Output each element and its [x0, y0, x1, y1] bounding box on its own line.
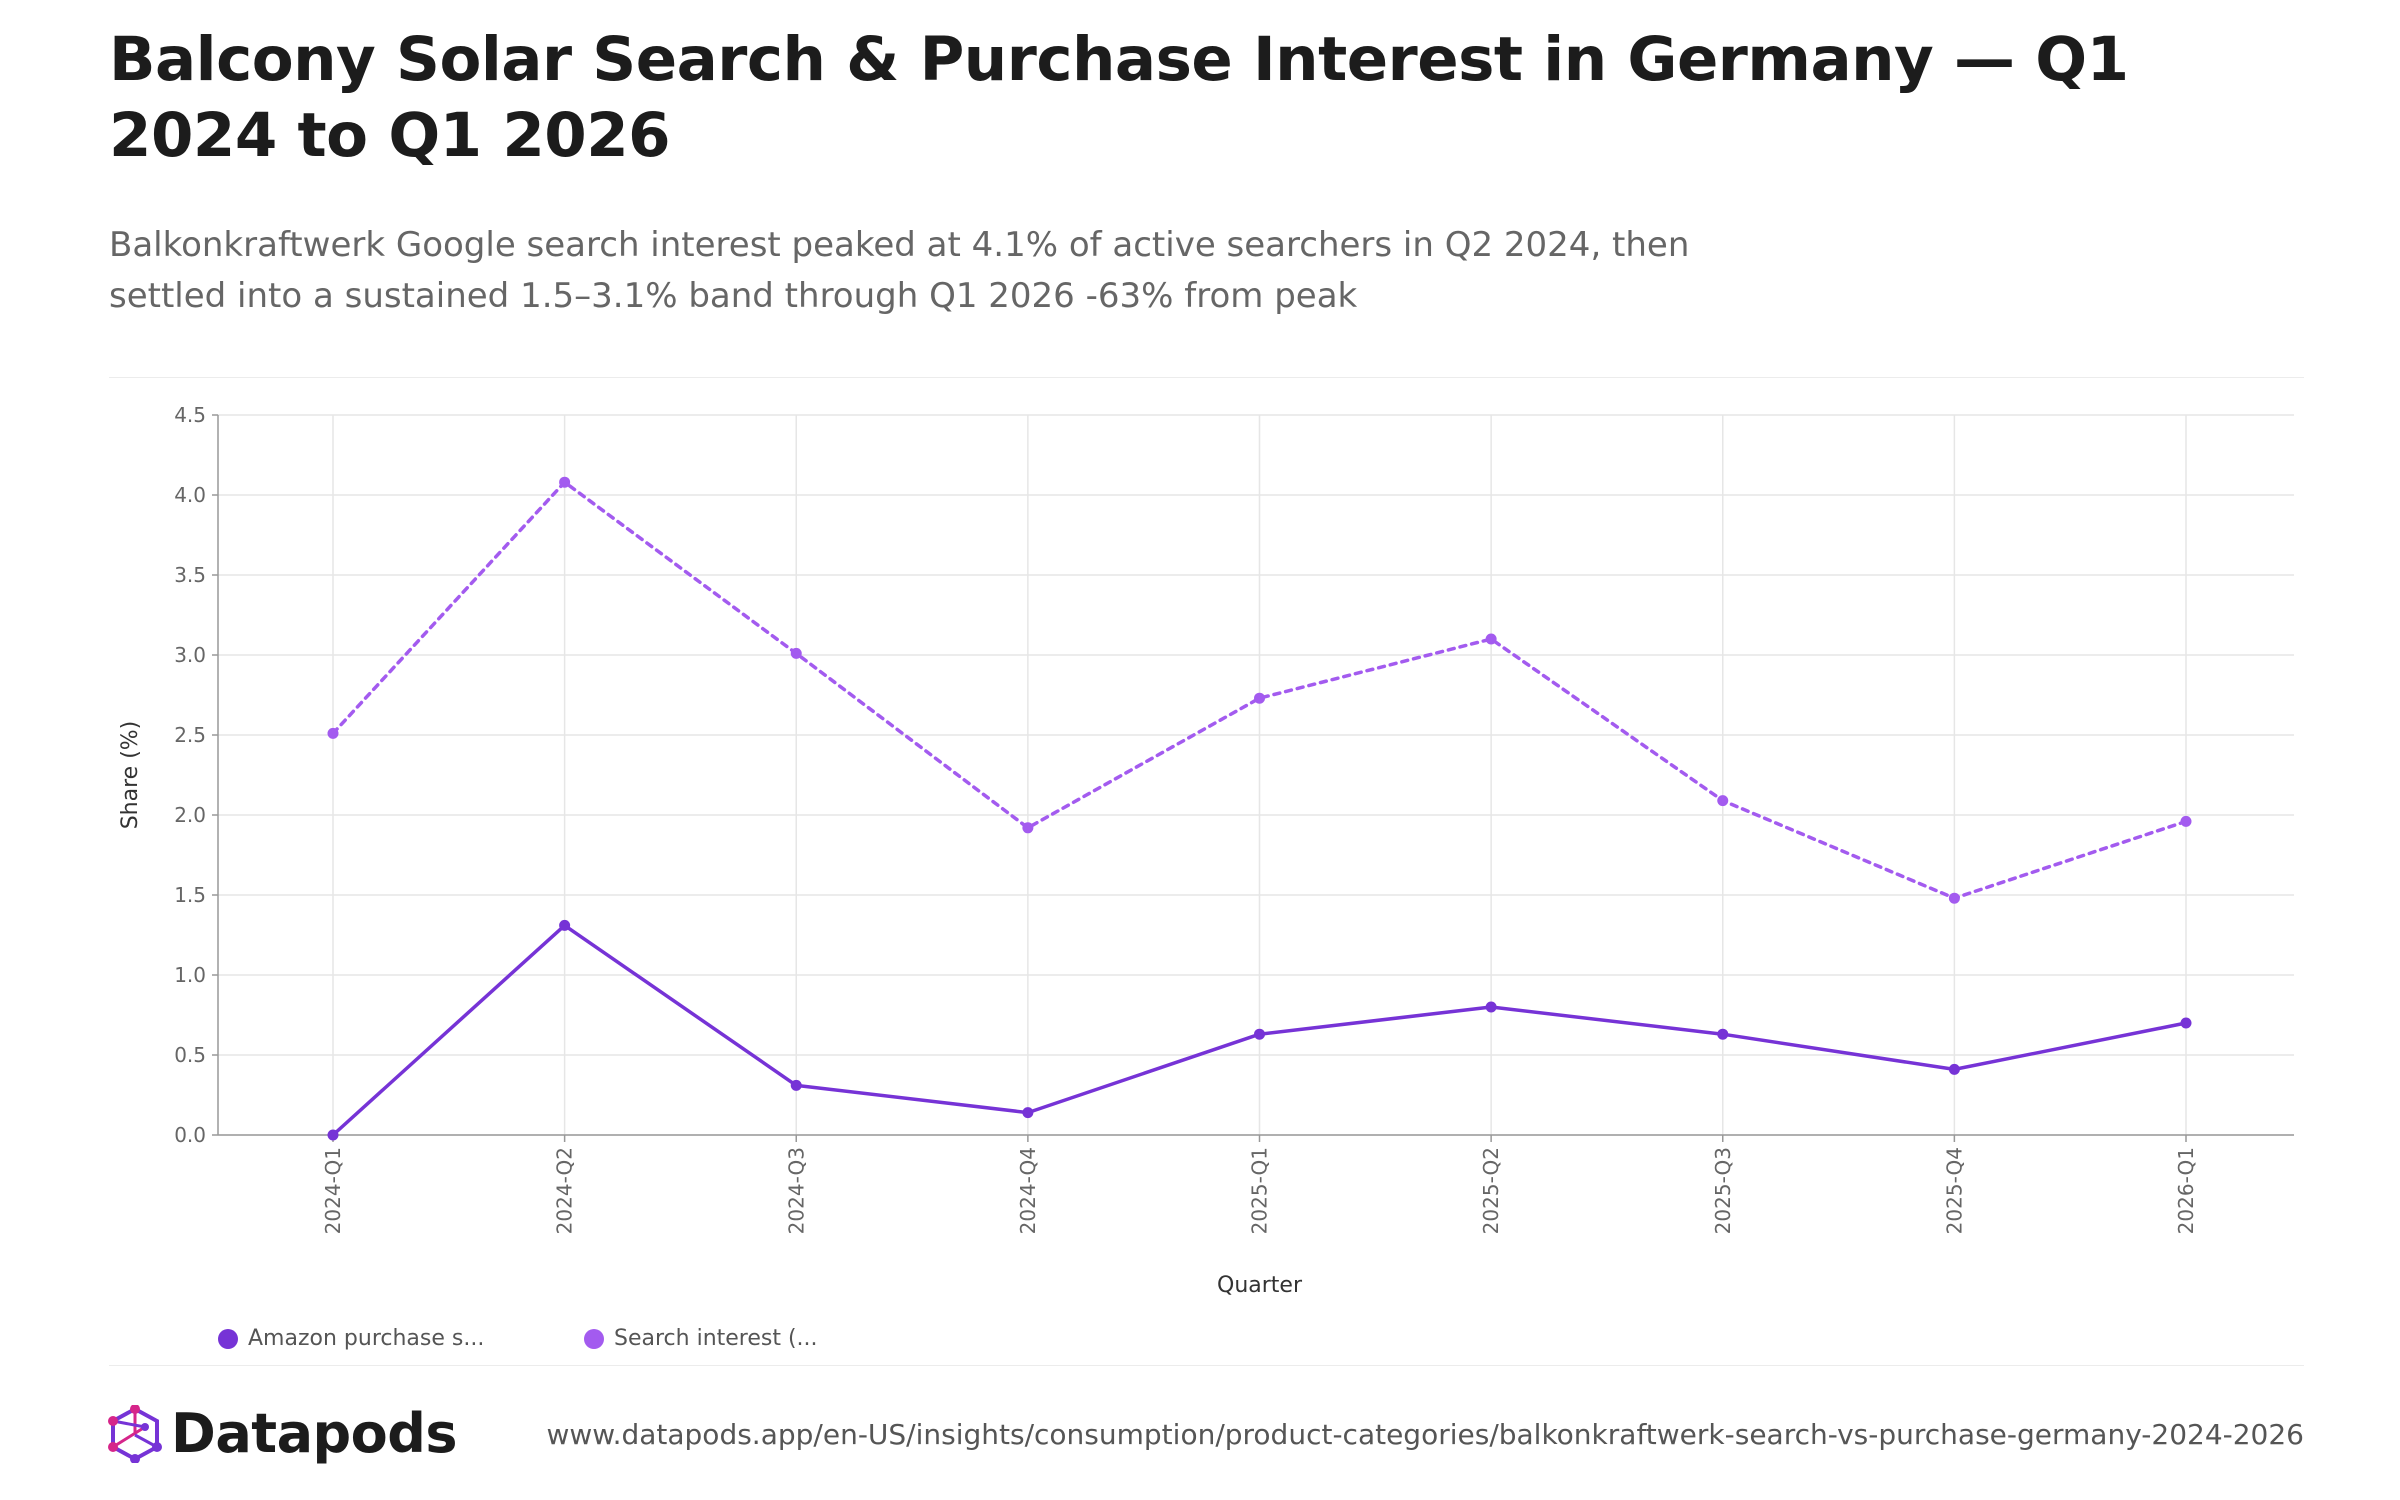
chart-subtitle: Balkonkraftwerk Google search interest p…: [109, 225, 1690, 316]
y-tick-label: 4.0: [174, 483, 206, 507]
data-point-amazon-purchase: [2180, 1017, 2192, 1029]
data-point-amazon-purchase: [1717, 1028, 1729, 1040]
legend-item-search-interest[interactable]: Search interest (...: [584, 1326, 818, 1351]
data-point-amazon-purchase: [1254, 1028, 1265, 1040]
legend-swatch-amazon-purchase: [218, 1328, 238, 1349]
legend-label-search-interest: Search interest (...: [614, 1326, 818, 1351]
brand: Datapods: [107, 1402, 458, 1465]
data-point-amazon-purchase: [1948, 1063, 1960, 1075]
data-point-amazon-purchase: [790, 1079, 802, 1091]
x-axis-title: Quarter: [1217, 1273, 1303, 1298]
y-axis-title: Share (%): [118, 721, 143, 830]
x-tick-label: 2024-Q2: [553, 1147, 577, 1234]
data-point-amazon-purchase: [559, 919, 571, 931]
source-url[interactable]: www.datapods.app/en-US/insights/consumpt…: [546, 1418, 2304, 1451]
data-point-search-interest: [1948, 892, 1960, 904]
x-tick-label: 2025-Q4: [1942, 1147, 1966, 1234]
data-point-search-interest: [2180, 815, 2192, 827]
data-point-amazon-purchase: [327, 1129, 339, 1141]
legend-label-amazon-purchase: Amazon purchase s...: [248, 1326, 485, 1351]
bottom-divider: [109, 1365, 2304, 1366]
legend-swatch-search-interest: [584, 1328, 604, 1349]
y-tick-label: 4.5: [174, 403, 206, 427]
x-tick-label: 2025-Q1: [1248, 1147, 1272, 1234]
y-tick-label: 2.0: [174, 803, 206, 827]
x-tick-label: 2026-Q1: [2174, 1147, 2198, 1234]
x-tick-label: 2024-Q3: [784, 1147, 808, 1234]
x-tick-label: 2025-Q2: [1479, 1147, 1503, 1234]
data-point-amazon-purchase: [1022, 1107, 1034, 1119]
line-chart: 0.0 0.5 1.0 1.5 2.0 2.5 3.0 3.5 4.0 4.5 2024-Q1 202…: [118, 403, 2294, 1298]
chart-title: Balcony Solar Search & Purchase Interest…: [109, 24, 2129, 171]
data-point-search-interest: [1022, 822, 1034, 834]
data-point-search-interest: [790, 647, 802, 659]
brand-name: Datapods: [171, 1402, 458, 1465]
data-point-search-interest: [1485, 633, 1497, 645]
top-divider: [109, 377, 2304, 378]
data-point-search-interest: [327, 727, 339, 739]
data-point-search-interest: [1254, 692, 1265, 704]
data-point-amazon-purchase: [1485, 1001, 1497, 1013]
y-tick-label: 0.5: [174, 1043, 206, 1067]
series-line-search-interest: [331, 480, 2188, 900]
data-point-search-interest: [559, 476, 571, 488]
y-tick-label: 2.5: [174, 723, 206, 747]
y-tick-label: 1.0: [174, 963, 206, 987]
y-tick-label: 3.5: [174, 563, 206, 587]
chart-legend: Amazon purchase s... Search interest (..…: [0, 1326, 2400, 1356]
x-tick-label: 2025-Q3: [1711, 1147, 1735, 1234]
y-tick-label: 1.5: [174, 883, 206, 907]
legend-item-amazon-purchase[interactable]: Amazon purchase s...: [218, 1326, 484, 1351]
x-tick-label: 2024-Q4: [1016, 1147, 1040, 1234]
y-tick-label: 3.0: [174, 643, 206, 667]
x-tick-label: 2024-Q1: [321, 1147, 345, 1234]
data-point-search-interest: [1717, 795, 1729, 807]
datapods-logo-icon: [108, 1404, 162, 1463]
y-tick-label: 0.0: [174, 1123, 206, 1147]
